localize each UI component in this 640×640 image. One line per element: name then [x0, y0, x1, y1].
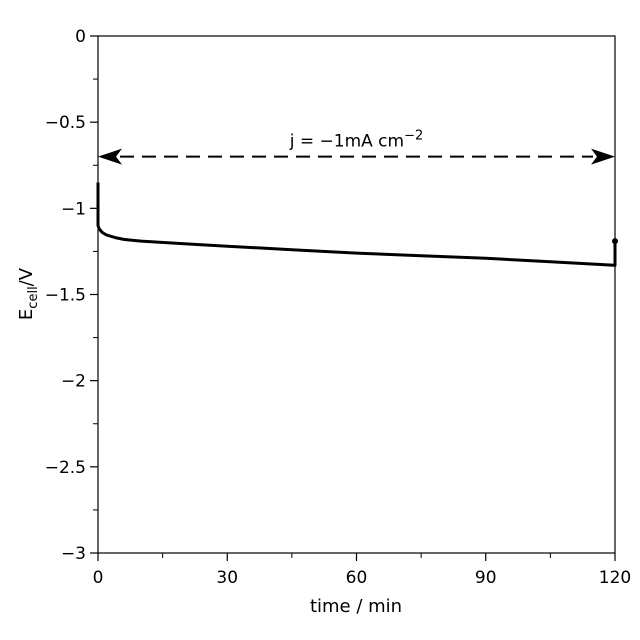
y-axis-title-unit: /V	[16, 267, 37, 286]
y-tick-label: −1	[61, 199, 86, 219]
x-tick-label: 120	[599, 568, 631, 588]
svg-text:Ecell/V: Ecell/V	[16, 267, 41, 320]
annotation-arrowhead-left	[98, 149, 122, 165]
annotation-text: j = −1mA cm−2	[289, 129, 424, 152]
y-tick-label: −2.5	[45, 458, 86, 478]
y-tick-label: −3	[61, 544, 86, 564]
annotation-arrowhead-right	[591, 149, 615, 165]
y-tick-label: −0.5	[45, 113, 86, 133]
axis-tick-labels: 0 30 60 90 120 0 −0.5 −1 −1.5 −2 −2.5 −3	[45, 27, 632, 588]
x-tick-label: 30	[216, 568, 238, 588]
x-axis-title: time / min	[310, 596, 402, 617]
y-axis-title-subscript: cell	[26, 286, 41, 308]
series-line	[98, 183, 615, 266]
y-tick-label: −2	[61, 372, 86, 392]
annotation-layer: j = −1mA cm−2	[98, 129, 615, 165]
annotation-text-superscript: −2	[404, 129, 423, 144]
y-tick-label: −1.5	[45, 286, 86, 306]
y-tick-label: 0	[75, 27, 86, 47]
x-tick-label: 60	[346, 568, 368, 588]
y-axis-title-main: E	[16, 309, 37, 320]
series-layer	[98, 183, 618, 266]
series-end-point	[612, 238, 618, 244]
plot-frame	[98, 36, 615, 553]
x-tick-label: 90	[475, 568, 497, 588]
x-tick-label: 0	[93, 568, 104, 588]
annotation-text-main: j = −1mA cm	[289, 132, 404, 152]
axis-ticks	[90, 36, 615, 561]
y-axis-title: Ecell/V	[16, 267, 41, 320]
